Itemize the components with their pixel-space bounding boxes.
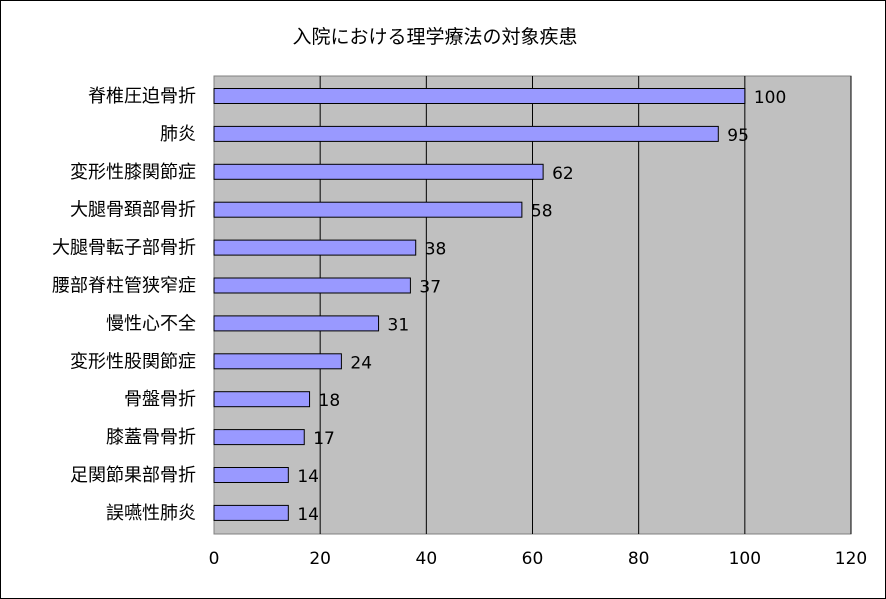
chart-title: 入院における理学療法の対象疾患 (292, 26, 578, 48)
bars (213, 88, 746, 521)
value-label-10: 14 (297, 467, 319, 487)
bar-5 (213, 277, 411, 294)
category-label-7: 変形性股関節症 (70, 351, 196, 372)
x-tick-label-60: 60 (522, 549, 544, 569)
value-label-6: 31 (388, 315, 410, 335)
category-label-11: 誤嚥性肺炎 (106, 503, 196, 524)
x-tick-label-100: 100 (729, 549, 761, 569)
x-tick-labels: 0 20 40 60 80 100 120 (209, 549, 868, 569)
bar-11 (213, 504, 289, 521)
category-label-1: 肺炎 (160, 124, 196, 145)
value-label-3: 58 (531, 202, 553, 222)
value-label-5: 37 (419, 278, 441, 298)
category-label-10: 足関節果部骨折 (70, 465, 196, 486)
value-label-11: 14 (297, 505, 319, 525)
x-tick-label-40: 40 (416, 549, 438, 569)
x-tick-label-0: 0 (209, 549, 220, 569)
bar-9 (213, 429, 305, 446)
value-label-9: 17 (313, 429, 335, 449)
value-label-4: 38 (425, 240, 447, 260)
bar-2 (213, 163, 544, 180)
category-label-4: 大腿骨転子部骨折 (52, 238, 196, 259)
value-label-7: 24 (350, 353, 372, 373)
bar-4 (213, 239, 417, 256)
category-label-8: 骨盤骨折 (124, 389, 196, 410)
category-labels: 脊椎圧迫骨折肺炎変形性膝関節症大腿骨頚部骨折大腿骨転子部骨折腰部脊柱管狭窄症慢性… (52, 86, 196, 524)
x-tick-label-20: 20 (309, 549, 331, 569)
category-label-0: 脊椎圧迫骨折 (88, 86, 196, 107)
category-label-5: 腰部脊柱管狭窄症 (52, 276, 196, 297)
bar-8 (213, 391, 311, 408)
bar-10 (213, 467, 289, 483)
bar-3 (213, 201, 523, 218)
x-tick-label-80: 80 (628, 549, 650, 569)
bar-7 (213, 353, 342, 370)
category-label-3: 大腿骨頚部骨折 (70, 200, 196, 221)
category-label-6: 慢性心不全 (106, 313, 196, 334)
category-label-9: 膝蓋骨骨折 (106, 427, 196, 448)
bar-0 (213, 88, 746, 104)
bar-1 (213, 125, 719, 142)
gridlines (319, 76, 852, 534)
category-label-2: 変形性膝関節症 (70, 162, 196, 183)
value-label-1: 95 (727, 126, 749, 146)
value-label-0: 100 (754, 88, 786, 108)
value-label-8: 18 (319, 391, 341, 411)
bar-6 (213, 315, 380, 332)
x-tick-label-120: 120 (835, 549, 867, 569)
value-label-2: 62 (552, 164, 574, 184)
